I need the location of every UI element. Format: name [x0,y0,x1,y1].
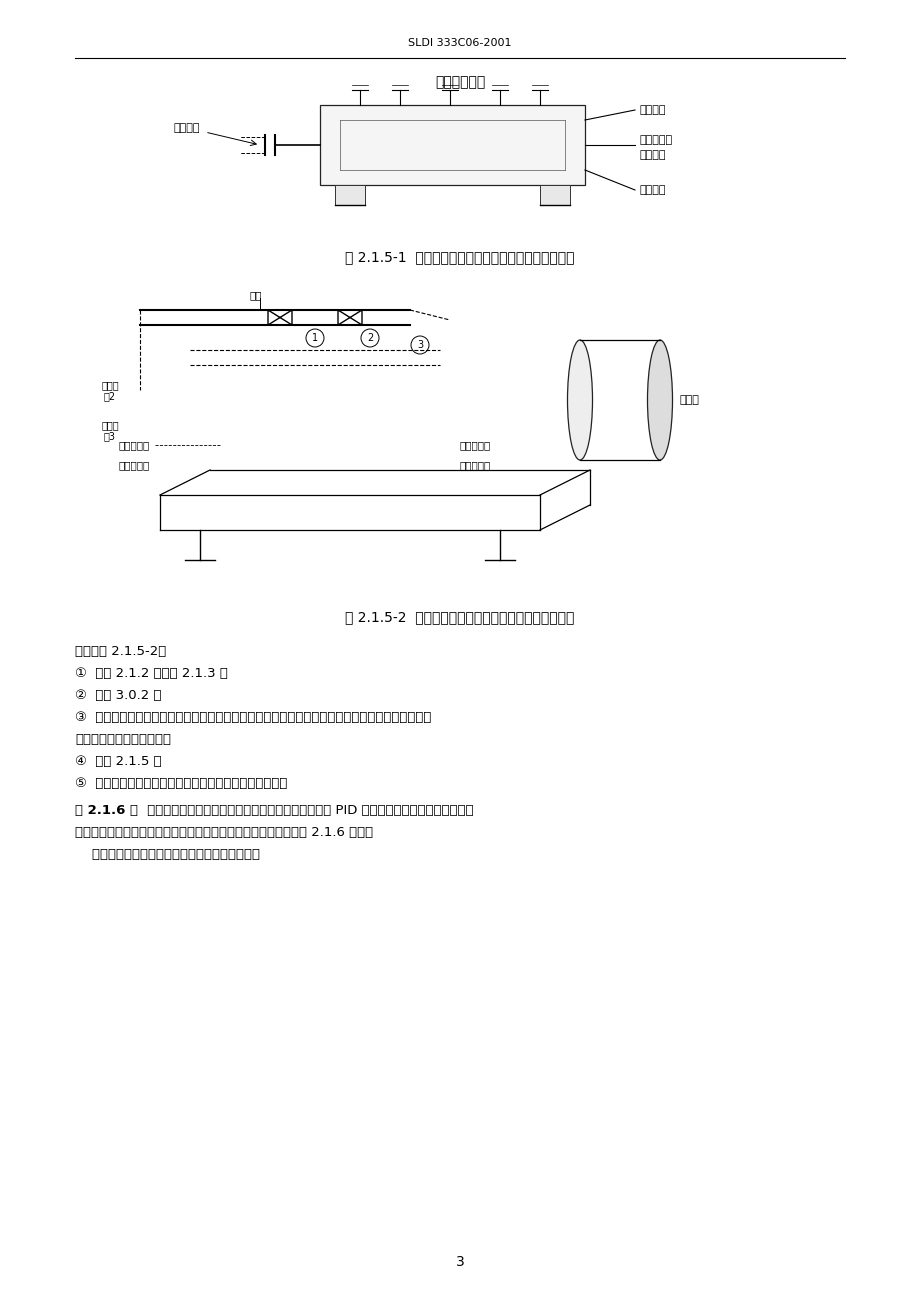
Text: 素桩: 素桩 [250,290,262,299]
Text: 接口向下: 接口向下 [640,185,665,195]
Text: 机房水平线: 机房水平线 [460,440,491,450]
Text: 3: 3 [455,1255,464,1269]
Text: 机房水平线: 机房水平线 [119,440,150,450]
Text: 其短管长度应根据临时过滤器形式及大小决定。: 其短管长度应根据临时过滤器形式及大小决定。 [75,848,260,861]
Text: 在压缩机吸入口管道上一般都需装设临时过滤器（按 PID 要求）。为便于临时过滤器的拆: 在压缩机吸入口管道上一般都需装设临时过滤器（按 PID 要求）。为便于临时过滤器… [142,805,473,816]
Text: 盐以上部吊起: 盐以上部吊起 [435,76,484,89]
Bar [539,185,570,204]
Text: 图 2.1.5-1  单级或多级压缩机机壳开缝与轴呈水平方向: 图 2.1.5-1 单级或多级压缩机机壳开缝与轴呈水平方向 [345,250,574,264]
Text: 临时过滤器: 临时过滤器 [460,460,491,470]
Ellipse shape [647,340,672,460]
Text: 与轴呈水平: 与轴呈水平 [640,135,673,145]
Text: 机柱中
线3: 机柱中 线3 [101,421,119,441]
Bar [320,105,584,185]
Text: 侧面接口: 侧面接口 [174,122,199,133]
Text: 图 2.1.5-2  在压缩机顶部的吸入及排出管道布置空视图: 图 2.1.5-2 在压缩机顶部的吸入及排出管道布置空视图 [345,611,574,624]
Text: 装，在吸入口管道上应配置一段可拆装的短管（两端带法兰）如图 2.1.6 所示。: 装，在吸入口管道上应配置一段可拆装的短管（两端带法兰）如图 2.1.6 所示。 [75,825,373,838]
Text: 接口向上: 接口向上 [640,105,665,115]
Text: 一般为自动或手动节流式。: 一般为自动或手动节流式。 [75,733,171,746]
Text: 注：（图 2.1.5-2）: 注：（图 2.1.5-2） [75,644,166,658]
Text: SLDI 333C06-2001: SLDI 333C06-2001 [408,38,511,48]
Text: ①  见第 2.1.2 条及第 2.1.3 条: ① 见第 2.1.2 条及第 2.1.3 条 [75,667,228,680]
Text: 方向分开: 方向分开 [640,150,665,160]
Text: 3: 3 [416,340,423,350]
Text: 临时过滤器: 临时过滤器 [119,460,150,470]
Text: 1: 1 [312,333,318,342]
Text: ⑤  需与机械工程师一起检查沿压缩机轴的轴向入口要求。: ⑤ 需与机械工程师一起检查沿压缩机轴的轴向入口要求。 [75,777,287,790]
Text: ②  见第 3.0.2 条: ② 见第 3.0.2 条 [75,689,162,702]
Text: 吸入端: 吸入端 [679,395,699,405]
Ellipse shape [567,340,592,460]
Bar [335,185,365,204]
Text: ④  见第 2.1.5 条: ④ 见第 2.1.5 条 [75,755,162,768]
Text: 机房墙
线2: 机房墙 线2 [101,380,119,401]
Text: ③  当用汽轮机驱动时，压缩机吸入、排出管道上的阀门不常操作，用电动机时，吸入管道上的阀门: ③ 当用汽轮机驱动时，压缩机吸入、排出管道上的阀门不常操作，用电动机时，吸入管道… [75,711,431,724]
Text: 第 2.1.6 条: 第 2.1.6 条 [75,805,138,816]
Text: 2: 2 [367,333,373,342]
